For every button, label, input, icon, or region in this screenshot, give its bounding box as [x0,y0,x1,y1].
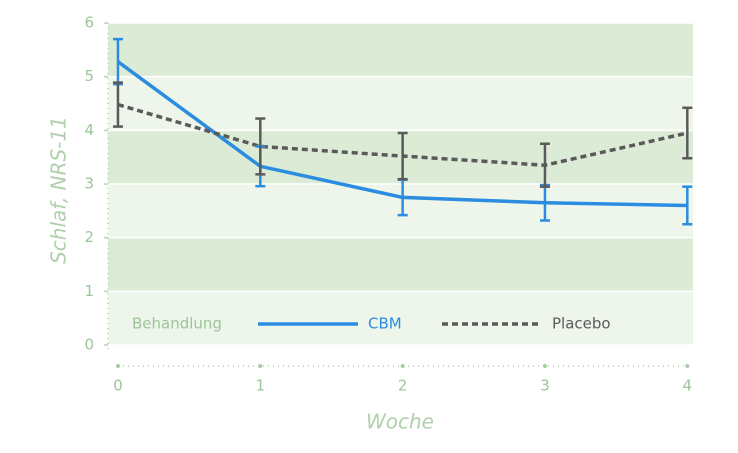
x-tick-label: 2 [398,377,408,395]
grid-band [108,23,693,77]
y-tick-label: 0 [84,336,94,354]
grid-band [108,76,693,131]
y-tick-label: 5 [84,67,94,85]
x-tick-label: 0 [113,377,123,395]
x-tick-label: 1 [256,377,266,395]
y-tick-label: 2 [84,228,94,246]
x-tick-label: 3 [540,377,550,395]
y-axis-title: Schlaf, NRS-11 [47,116,71,264]
grid-band [108,291,693,345]
x-tick [400,364,405,368]
x-axis-title: Woche [366,410,434,434]
error-bar [682,185,693,226]
grid-band [108,130,693,184]
error-bar [682,106,693,160]
x-tick [115,364,120,368]
y-tick-label: 1 [84,282,94,300]
error-bar [397,131,408,181]
x-tick [685,364,690,368]
error-bar [539,142,550,188]
grid-band [108,184,693,238]
legend-label: CBM [368,315,402,333]
error-bar [112,81,123,128]
legend-title: Behandlung [132,315,222,333]
y-tick-label: 3 [84,175,94,193]
grid-band [108,237,693,292]
y-tick-label: 4 [84,121,94,139]
y-tick-label: 6 [84,14,94,32]
legend-label: Placebo [552,315,611,333]
x-tick-label: 4 [683,377,693,395]
x-tick [258,364,263,368]
error-bar [255,117,266,176]
x-tick [542,364,547,368]
